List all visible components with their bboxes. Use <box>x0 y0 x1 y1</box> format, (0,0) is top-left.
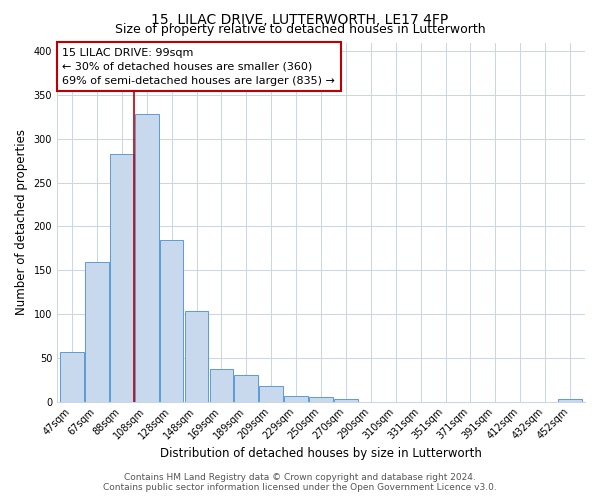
Bar <box>110 154 134 402</box>
Y-axis label: Number of detached properties: Number of detached properties <box>15 129 28 315</box>
X-axis label: Distribution of detached houses by size in Lutterworth: Distribution of detached houses by size … <box>160 447 482 460</box>
Bar <box>235 374 258 402</box>
Text: Size of property relative to detached houses in Lutterworth: Size of property relative to detached ho… <box>115 22 485 36</box>
Text: 15, LILAC DRIVE, LUTTERWORTH, LE17 4FP: 15, LILAC DRIVE, LUTTERWORTH, LE17 4FP <box>151 12 449 26</box>
Bar <box>60 352 84 402</box>
Bar <box>259 386 283 402</box>
Bar <box>209 370 233 402</box>
Bar <box>309 398 333 402</box>
Bar <box>284 396 308 402</box>
Bar <box>135 114 158 402</box>
Bar <box>85 262 109 402</box>
Bar <box>185 312 208 402</box>
Bar <box>160 240 184 402</box>
Text: 15 LILAC DRIVE: 99sqm
← 30% of detached houses are smaller (360)
69% of semi-det: 15 LILAC DRIVE: 99sqm ← 30% of detached … <box>62 48 335 86</box>
Text: Contains HM Land Registry data © Crown copyright and database right 2024.
Contai: Contains HM Land Registry data © Crown c… <box>103 473 497 492</box>
Bar <box>558 399 582 402</box>
Bar <box>334 399 358 402</box>
